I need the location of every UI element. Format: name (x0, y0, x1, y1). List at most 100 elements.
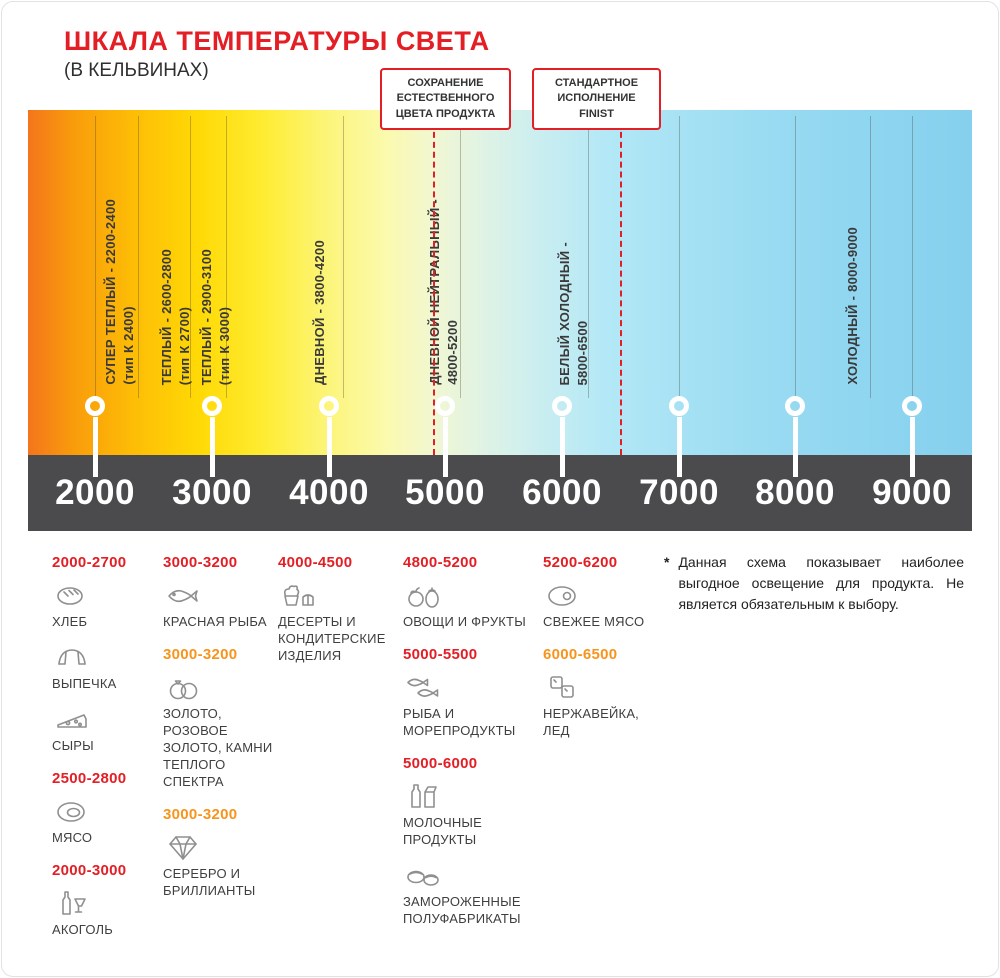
axis-tick-7000: 7000 (639, 473, 719, 512)
dashed-marker-natural-color (433, 122, 435, 455)
scale-pin-7000 (669, 396, 689, 477)
scale-pin-2000 (85, 396, 105, 477)
meat-icon (52, 796, 92, 826)
tick-line (226, 116, 227, 398)
food-item-label: ДЕСЕРТЫ И КОНДИТЕРСКИЕ ИЗДЕЛИЯ (278, 614, 386, 663)
frozen-icon (403, 860, 443, 890)
food-item-frozen: ЗАМОРОЖЕННЫЕ ПОЛУФАБРИКАТЫ (403, 860, 541, 927)
axis-tick-8000: 8000 (755, 473, 835, 512)
food-item-label: МЯСО (52, 830, 93, 845)
scale-pin-4000 (319, 396, 339, 477)
food-item-fresh-meat: СВЕЖЕЕ МЯСО (543, 580, 661, 630)
tick-line (588, 116, 589, 398)
scale-pin-3000 (202, 396, 222, 477)
food-item-label: СЫРЫ (52, 738, 94, 753)
tick-line (870, 116, 871, 398)
food-item-label: СВЕЖЕЕ МЯСО (543, 614, 645, 629)
food-item-label: ЗАМОРОЖЕННЫЕ ПОЛУФАБРИКАТЫ (403, 894, 521, 926)
scale-pin-6000 (552, 396, 572, 477)
callout-finist-standard: СТАНДАРТНОЕ ИСПОЛНЕНИЕ FINIST (532, 68, 661, 131)
food-item-label: КРАСНАЯ РЫБА (163, 614, 267, 629)
dashed-marker-finist (620, 122, 622, 455)
axis-tick-3000: 3000 (172, 473, 252, 512)
food-item-label: РЫБА И МОРЕПРОДУКТЫ (403, 706, 516, 738)
food-column-3: 4000-4500 ДЕСЕРТЫ И КОНДИТЕРСКИЕ ИЗДЕЛИЯ (278, 552, 400, 676)
range-heading: 3000-3200 (163, 646, 238, 663)
food-item-desserts: ДЕСЕРТЫ И КОНДИТЕРСКИЕ ИЗДЕЛИЯ (278, 580, 400, 664)
range-heading: 5000-6000 (403, 755, 478, 772)
range-heading: 2000-3000 (52, 862, 127, 879)
range-heading: 2000-2700 (52, 554, 127, 571)
range-heading: 5000-5500 (403, 646, 478, 663)
food-column-2: 3000-3200 КРАСНАЯ РЫБА 3000-3200 ЗОЛОТО,… (163, 552, 275, 911)
range-heading: 4000-4500 (278, 554, 353, 571)
tick-line (912, 116, 913, 398)
rings-icon (163, 672, 203, 702)
food-item-label: ЗОЛОТО, РОЗОВОЕ ЗОЛОТО, КАМНИ ТЕПЛОГО СП… (163, 706, 273, 789)
food-item-pastry: ВЫПЕЧКА (52, 642, 154, 692)
dairy-icon (403, 781, 443, 811)
food-item-label: ВЫПЕЧКА (52, 676, 117, 691)
zone-label-white-cold: БЕЛЫЙ ХОЛОДНЫЙ - 5800-6500 (557, 241, 590, 385)
gradient-bar: СУПЕР ТЕПЛЫЙ - 2200-2400 (тип К 2400) ТЕ… (28, 110, 972, 477)
food-item-meat: МЯСО (52, 796, 154, 846)
food-item-silver-diamonds: СЕРЕБРО И БРИЛЛИАНТЫ (163, 832, 275, 899)
range-heading: 2500-2800 (52, 770, 127, 787)
food-item-red-fish: КРАСНАЯ РЫБА (163, 580, 275, 630)
tick-line (343, 116, 344, 398)
footnote: * Данная схема показывает наиболее выгод… (664, 552, 964, 615)
bread-icon (52, 580, 92, 610)
zone-label-warm-2700: ТЕПЛЫЙ - 2600-2800 (тип К 2700) (159, 248, 192, 385)
fish-icon (163, 580, 203, 610)
food-column-4: 4800-5200 ОВОЩИ И ФРУКТЫ 5000-5500 РЫБА … (403, 552, 541, 939)
food-item-seafood: РЫБА И МОРЕПРОДУКТЫ (403, 672, 541, 739)
seafood-icon (403, 672, 443, 702)
zone-label-cold: ХОЛОДНЫЙ - 8000-9000 (845, 227, 860, 385)
food-column-1: 2000-2700 ХЛЕБ ВЫПЕЧКА СЫРЫ 2500-2800 МЯ… (52, 552, 154, 950)
croissant-icon (52, 642, 92, 672)
food-item-gold: ЗОЛОТО, РОЗОВОЕ ЗОЛОТО, КАМНИ ТЕПЛОГО СП… (163, 672, 275, 790)
tick-line (95, 116, 96, 398)
scale-pin-9000 (902, 396, 922, 477)
tick-line (190, 116, 191, 398)
tick-line (679, 116, 680, 398)
axis-tick-9000: 9000 (872, 473, 952, 512)
cheese-icon (52, 704, 92, 734)
diamond-icon (163, 832, 203, 862)
range-heading: 3000-3200 (163, 554, 238, 571)
food-item-stainless-ice: НЕРЖАВЕЙКА, ЛЕД (543, 672, 661, 739)
kelvin-axis-band: 2000 3000 4000 5000 6000 7000 8000 9000 (28, 455, 972, 531)
vegetables-icon (403, 580, 443, 610)
tick-line (138, 116, 139, 398)
range-heading: 4800-5200 (403, 554, 478, 571)
dessert-icon (278, 580, 318, 610)
food-item-label: ХЛЕБ (52, 614, 88, 629)
axis-tick-6000: 6000 (522, 473, 602, 512)
range-heading: 6000-6500 (543, 646, 618, 663)
zone-label-super-warm: СУПЕР ТЕПЛЫЙ - 2200-2400 (тип К 2400) (103, 199, 136, 385)
food-item-label: АКОГОЛЬ (52, 922, 113, 937)
food-item-label: СЕРЕБРО И БРИЛЛИАНТЫ (163, 866, 256, 898)
temperature-scale-chart: СУПЕР ТЕПЛЫЙ - 2200-2400 (тип К 2400) ТЕ… (28, 110, 972, 531)
footnote-text: Данная схема показывает наиболее выгодно… (678, 554, 964, 612)
axis-tick-2000: 2000 (55, 473, 135, 512)
food-column-5: 5200-6200 СВЕЖЕЕ МЯСО 6000-6500 НЕРЖАВЕЙ… (543, 552, 661, 751)
food-item-cheese: СЫРЫ (52, 704, 154, 754)
food-item-label: НЕРЖАВЕЙКА, ЛЕД (543, 706, 639, 738)
page-title: ШКАЛА ТЕМПЕРАТУРЫ СВЕТА (64, 26, 490, 56)
range-heading: 5200-6200 (543, 554, 618, 571)
axis-tick-4000: 4000 (289, 473, 369, 512)
food-item-label: ОВОЩИ И ФРУКТЫ (403, 614, 526, 629)
callout-natural-color: СОХРАНЕНИЕ ЕСТЕСТВЕННОГО ЦВЕТА ПРОДУКТА (380, 68, 511, 131)
food-item-bread: ХЛЕБ (52, 580, 154, 630)
food-item-alcohol: АКОГОЛЬ (52, 888, 154, 938)
food-item-vegetables: ОВОЩИ И ФРУКТЫ (403, 580, 541, 630)
footnote-asterisk: * (664, 554, 670, 570)
fresh-meat-icon (543, 580, 583, 610)
zone-label-warm-3000: ТЕПЛЫЙ - 2900-3100 (тип К 3000) (199, 248, 232, 385)
zone-label-daylight: ДНЕВНОЙ - 3800-4200 (312, 240, 327, 385)
food-item-dairy: МОЛОЧНЫЕ ПРОДУКТЫ (403, 781, 541, 848)
tick-line (460, 116, 461, 398)
axis-tick-5000: 5000 (405, 473, 485, 512)
alcohol-icon (52, 888, 92, 918)
